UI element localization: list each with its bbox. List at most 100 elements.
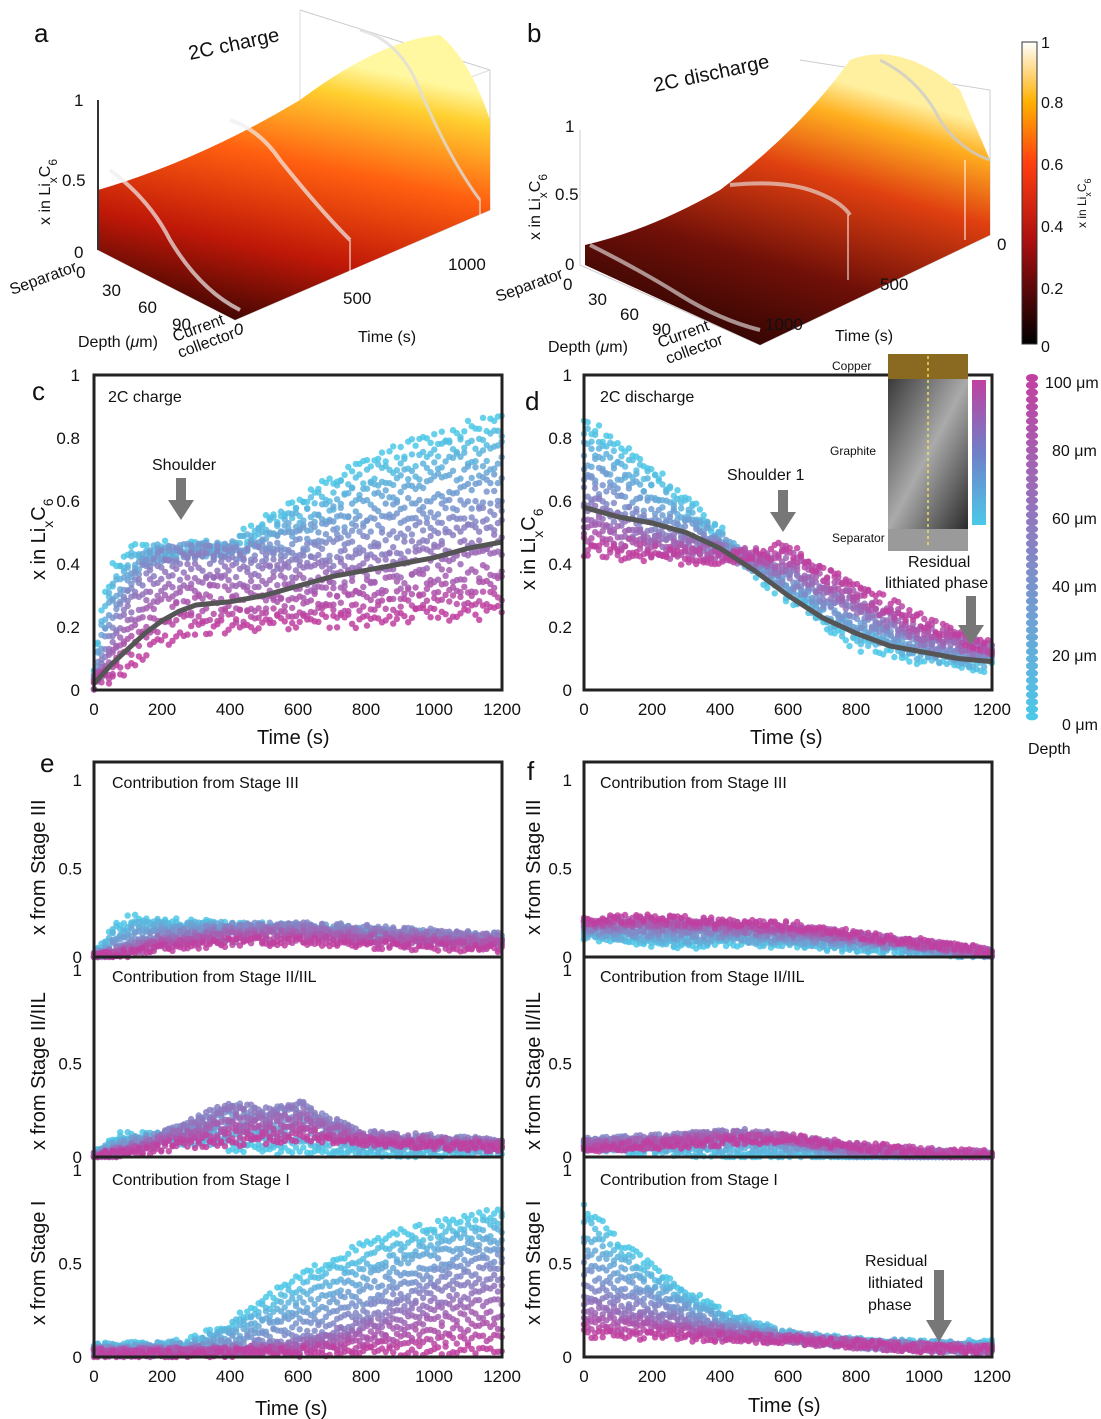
- data-point: [449, 454, 457, 461]
- data-point: [109, 597, 116, 604]
- data-point: [401, 455, 408, 463]
- data-point: [876, 599, 883, 606]
- depth-legend-dot: [1026, 633, 1038, 642]
- depth-legend-dot: [1026, 410, 1038, 418]
- data-point: [442, 941, 449, 949]
- data-point: [674, 487, 681, 494]
- data-point: [453, 600, 460, 608]
- data-point: [300, 1144, 307, 1151]
- data-point: [289, 514, 296, 522]
- data-point: [161, 632, 169, 639]
- data-point: [203, 574, 210, 582]
- y-tick-label: 0.8: [56, 429, 80, 448]
- data-point: [113, 605, 120, 613]
- data-point: [775, 539, 782, 546]
- y-tick-label: 0.6: [56, 492, 80, 511]
- data-point: [431, 431, 438, 438]
- data-point: [764, 554, 771, 561]
- data-point: [483, 564, 490, 571]
- data-point: [348, 527, 356, 534]
- data-point: [423, 608, 431, 615]
- data-point: [371, 475, 378, 482]
- data-point: [625, 445, 633, 452]
- data-point: [479, 414, 487, 421]
- panel-c-letter: c: [32, 376, 45, 406]
- data-point: [285, 564, 292, 571]
- data-point: [386, 595, 393, 603]
- data-point: [853, 593, 861, 601]
- data-point: [446, 439, 453, 446]
- data-point: [393, 454, 401, 461]
- depth-legend-dot: [1026, 626, 1038, 634]
- data-point: [461, 583, 468, 591]
- data-point: [442, 611, 449, 618]
- data-point: [146, 576, 154, 583]
- data-point: [487, 500, 494, 507]
- data-point: [352, 508, 359, 515]
- data-point: [206, 560, 214, 567]
- data-point: [984, 637, 992, 644]
- data-point: [939, 639, 947, 646]
- data-point: [318, 545, 326, 552]
- panel-a-title: 2C charge: [186, 24, 281, 65]
- data-point: [199, 579, 206, 586]
- data-point: [633, 478, 640, 485]
- data-point: [397, 550, 404, 557]
- data-point: [442, 572, 449, 579]
- data-point: [341, 562, 348, 570]
- data-point: [206, 630, 214, 637]
- data-point: [434, 947, 442, 954]
- data-point: [337, 599, 344, 606]
- data-point: [442, 580, 449, 587]
- data-point: [461, 428, 468, 435]
- data-point: [341, 524, 348, 531]
- data-point: [704, 524, 711, 532]
- data-point: [801, 575, 808, 582]
- data-point: [158, 547, 165, 554]
- data-point: [390, 443, 397, 450]
- data-point: [300, 524, 307, 531]
- data-point: [472, 568, 479, 575]
- depth-legend-dot: [1026, 669, 1038, 678]
- data-point: [423, 435, 431, 442]
- data-point: [453, 506, 460, 514]
- data-point: [176, 560, 184, 567]
- data-point: [180, 569, 187, 576]
- data-point: [393, 588, 401, 595]
- data-point: [401, 538, 408, 545]
- depth-legend-dot: [1026, 683, 1038, 692]
- data-point: [610, 526, 618, 534]
- data-point: [786, 575, 793, 582]
- data-point: [322, 560, 330, 568]
- data-point: [356, 471, 363, 478]
- data-point: [128, 632, 135, 640]
- data-point: [423, 519, 431, 526]
- depth-legend-dot: [1026, 381, 1038, 390]
- data-point: [105, 589, 113, 596]
- x-tick-label: 1200: [483, 700, 521, 719]
- data-point: [169, 947, 176, 955]
- data-point: [330, 606, 337, 614]
- data-point: [674, 520, 681, 528]
- data-point: [206, 542, 214, 550]
- depth-legend-dot: [1026, 503, 1038, 512]
- data-point: [363, 466, 371, 473]
- data-point: [640, 512, 647, 519]
- data-point: [973, 646, 980, 653]
- data-point: [188, 612, 195, 619]
- data-point: [464, 480, 472, 487]
- data-point: [468, 437, 475, 444]
- data-point: [270, 514, 277, 521]
- data-point: [277, 594, 285, 602]
- panel-b-ztick-0: 0: [565, 255, 574, 274]
- data-point: [442, 458, 449, 465]
- depth-legend-dot: [1026, 604, 1038, 613]
- data-point: [790, 554, 797, 562]
- depth-legend-dot: [1026, 611, 1038, 620]
- data-point: [476, 425, 483, 432]
- data-point: [779, 578, 786, 586]
- data-point: [734, 549, 741, 556]
- panel-c-shoulder: Shoulder: [152, 457, 217, 474]
- data-point: [348, 485, 356, 492]
- data-point: [610, 499, 618, 507]
